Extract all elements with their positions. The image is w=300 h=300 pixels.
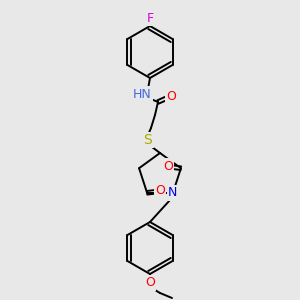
Text: HN: HN — [133, 88, 152, 100]
Text: F: F — [146, 11, 154, 25]
Text: O: O — [155, 184, 165, 197]
Text: N: N — [168, 186, 178, 199]
Text: O: O — [145, 277, 155, 290]
Text: O: O — [166, 91, 176, 103]
Text: O: O — [163, 160, 173, 173]
Text: S: S — [144, 133, 152, 147]
